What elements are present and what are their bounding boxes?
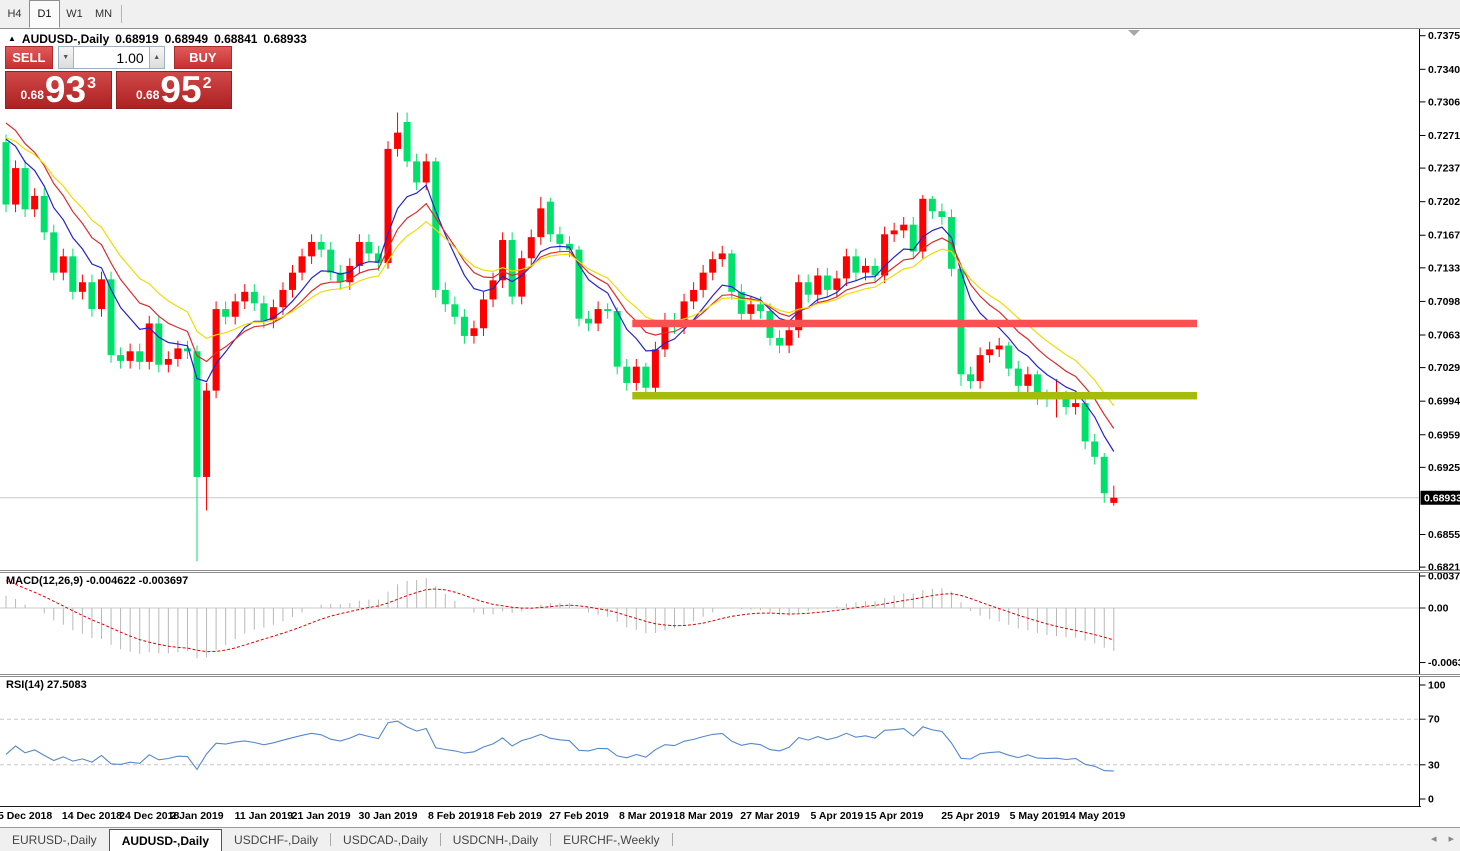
axis-date-label: 5 Apr 2019	[810, 810, 864, 822]
axis-date-label: 24 Dec 2018	[119, 810, 180, 822]
chart-tab-strip: EURUSD-,Daily AUDUSD-,Daily USDCHF-,Dail…	[0, 827, 1460, 851]
ask-price-big: 95	[160, 69, 202, 110]
pane-divider[interactable]	[0, 674, 1460, 677]
timeframe-tab-d1[interactable]: D1	[29, 0, 60, 28]
axis-date-label: 30 Jan 2019	[358, 810, 418, 822]
axis-date-label: 14 Dec 2018	[61, 810, 123, 822]
chart-close-value: 0.68933	[263, 32, 307, 46]
toolbar-separator	[121, 5, 122, 23]
chart-tab-usdchf[interactable]: USDCHF-,Daily	[234, 832, 319, 847]
chart-high-value: 0.68949	[164, 32, 209, 46]
axis-date-label: 21 Jan 2019	[291, 810, 351, 822]
volume-increase-button[interactable]: ▲	[148, 46, 165, 69]
axis-date-label: 8 Feb 2019	[427, 810, 482, 822]
chart-shift-marker-icon[interactable]	[1128, 30, 1140, 36]
chart-symbol-label: AUDUSD-,Daily	[21, 32, 110, 46]
chart-tab-audusd[interactable]: AUDUSD-,Daily	[108, 829, 223, 851]
ask-price-button[interactable]: 0.68 95 2	[115, 69, 232, 110]
axis-price-label: 70	[1428, 714, 1440, 726]
tab-separator	[439, 833, 441, 846]
collapse-ohlc-icon[interactable]: ▲	[8, 34, 16, 43]
timeframe-tab-h4[interactable]: H4	[7, 8, 22, 20]
timeframe-tab-w1[interactable]: W1	[66, 8, 83, 20]
bid-price-big: 93	[44, 69, 87, 110]
chart-open-value: 0.68919	[115, 32, 159, 46]
axis-price-label: 100	[1428, 680, 1446, 692]
bid-price-sup: 3	[87, 75, 96, 92]
ask-price-sup: 2	[202, 75, 212, 92]
chart-tab-usdcnh[interactable]: USDCNH-,Daily	[452, 832, 539, 847]
axis-price-label: -0.006344	[1428, 657, 1460, 669]
chart-tab-eurusd[interactable]: EURUSD-,Daily	[12, 832, 97, 847]
current-price-badge: 0.68933	[1424, 492, 1460, 504]
axis-date-label: 27 Mar 2019	[740, 810, 800, 822]
axis-date-label: 18 Mar 2019	[673, 810, 733, 822]
buy-button[interactable]: BUY	[173, 46, 232, 69]
axis-price-label: 0	[1428, 794, 1434, 806]
axis-date-label: 2 Jan 2019	[170, 810, 224, 822]
chart-low-value: 0.68841	[214, 32, 258, 46]
axis-price-label: 0.00	[1428, 603, 1449, 615]
timeframe-tab-mn[interactable]: MN	[94, 8, 113, 20]
volume-decrease-button[interactable]: ▼	[57, 46, 74, 69]
chart-tab-usdcad[interactable]: USDCAD-,Daily	[343, 832, 428, 847]
date-axis: 5 Dec 2018 14 Dec 2018 24 Dec 2018 2 Jan 20…	[0, 808, 1460, 826]
tab-separator	[550, 833, 552, 846]
chart-title: ▲ AUDUSD-,Daily 0.68919 0.68949 0.68841 …	[8, 32, 307, 46]
rsi-label: RSI(14) 27.5083	[6, 679, 87, 691]
one-click-trading-panel: SELL ▼ ▲ BUY 0.68 93 3 0.68 95 2	[5, 46, 232, 109]
axis-date-label: 15 Apr 2019	[864, 810, 924, 822]
bid-price-prefix: 0.68	[20, 88, 44, 102]
resistance-line[interactable]	[632, 319, 1197, 328]
axis-date-label: 8 Mar 2019	[618, 810, 673, 822]
sell-button[interactable]: SELL	[5, 46, 53, 69]
macd-indicator-canvas[interactable]: 0.003718 0.00 -0.006344	[0, 573, 1460, 674]
xaxis-border	[0, 806, 1421, 807]
tab-scroll-left-button[interactable]: ◂	[1430, 833, 1437, 845]
rsi-indicator-canvas[interactable]: 100 70 30 0	[0, 677, 1460, 807]
macd-label: MACD(12,26,9) -0.004622 -0.003697	[6, 575, 189, 587]
axis-date-label: 14 May 2019	[1064, 810, 1126, 822]
bid-price-button[interactable]: 0.68 93 3	[5, 71, 112, 109]
axis-price-label: 0.003718	[1428, 573, 1460, 583]
axis-date-label: 18 Feb 2019	[482, 810, 542, 822]
axis-date-label: 27 Feb 2019	[549, 810, 609, 822]
support-line[interactable]	[632, 391, 1197, 400]
axis-date-label: 5 May 2019	[1009, 810, 1066, 822]
axis-date-label: 25 Apr 2019	[941, 810, 1000, 822]
tab-scroll-right-button[interactable]: ▸	[1448, 833, 1454, 845]
axis-price-label: 30	[1428, 759, 1440, 771]
volume-input[interactable]	[73, 46, 149, 69]
axis-date-label: 11 Jan 2019	[234, 810, 294, 822]
tab-separator	[330, 833, 332, 846]
axis-date-label: 5 Dec 2018	[0, 810, 53, 822]
tab-separator	[671, 833, 673, 846]
chart-tab-eurchf[interactable]: EURCHF-,Weekly	[563, 832, 660, 847]
timeframe-tab-strip: H4 D1 W1 MN	[0, 0, 1460, 29]
tab-scroll-buttons: ◂ ▸	[1431, 832, 1454, 845]
ask-price-prefix: 0.68	[136, 88, 160, 102]
pane-divider[interactable]	[0, 570, 1460, 573]
